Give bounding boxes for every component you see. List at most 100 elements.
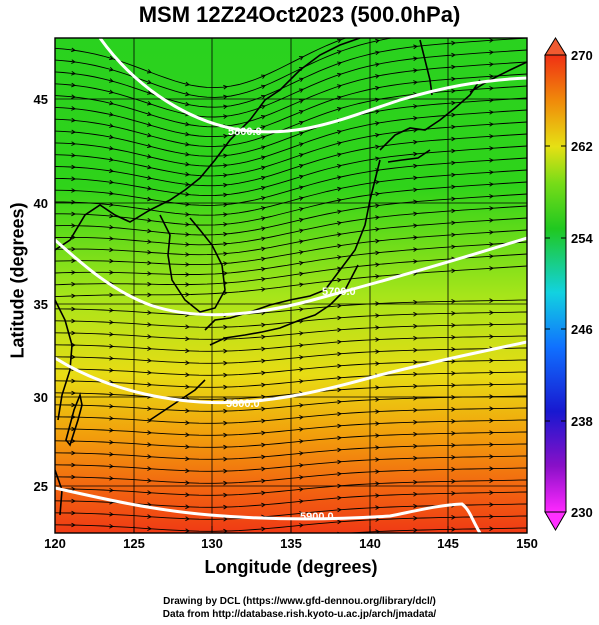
- streamline-arrowhead: [375, 179, 380, 185]
- streamline-arrowhead: [375, 250, 380, 256]
- streamline-arrowhead: [223, 173, 228, 178]
- contour-label-5800-north: 5800.0: [228, 126, 262, 138]
- streamline-arrowhead: [337, 209, 342, 215]
- streamline-arrowhead: [261, 406, 266, 412]
- streamline-arrowhead: [147, 239, 152, 244]
- streamline-arrowhead: [260, 206, 266, 211]
- streamline-arrowhead: [337, 423, 342, 429]
- streamline-arrowhead: [375, 191, 380, 197]
- streamline-arrowhead: [185, 141, 190, 147]
- streamline-arrowhead: [451, 455, 456, 460]
- streamline-arrowhead: [109, 236, 114, 241]
- streamline-arrowhead: [147, 90, 152, 95]
- streamline-arrowhead: [223, 143, 228, 149]
- streamline-arrowhead: [185, 408, 190, 414]
- streamline-arrowhead: [299, 523, 304, 528]
- streamline-arrowhead: [109, 392, 114, 397]
- streamline-arrowhead: [489, 526, 494, 531]
- streamline-arrowhead: [375, 409, 380, 414]
- streamline-arrowhead: [375, 168, 380, 173]
- streamline-arrowhead: [185, 541, 189, 545]
- streamline-arrowhead: [489, 146, 494, 151]
- streamline-arrowhead: [299, 250, 304, 255]
- contour-5800-south: [55, 340, 527, 405]
- streamline-arrowhead: [71, 535, 75, 539]
- streamline-arrowhead: [336, 38, 342, 44]
- streamline-arrowhead: [223, 372, 228, 378]
- streamline-arrowhead: [451, 383, 456, 388]
- streamline-arrowhead: [375, 313, 380, 318]
- colorbar-max-arrow: [544, 37, 567, 56]
- streamline-arrowhead: [185, 372, 190, 378]
- streamline-arrowhead: [185, 131, 190, 137]
- streamline-arrowhead: [109, 123, 114, 128]
- streamline-arrowhead: [71, 71, 76, 76]
- streamline-arrowhead: [261, 454, 266, 460]
- streamline: [55, 169, 527, 216]
- streamline-arrowhead: [299, 355, 304, 360]
- streamline-arrowhead: [185, 492, 190, 498]
- streamline-arrowhead: [451, 172, 456, 178]
- streamline-arrowhead: [71, 211, 76, 217]
- streamline-arrowhead: [109, 368, 114, 373]
- streamline-arrowhead: [298, 110, 304, 115]
- streamline-arrowhead: [451, 335, 456, 340]
- streamline-arrowhead: [299, 511, 304, 516]
- streamline-arrowhead: [185, 272, 190, 277]
- streamline-arrowhead: [223, 504, 228, 510]
- streamline-arrowhead: [489, 266, 494, 271]
- streamline-arrowhead: [451, 443, 456, 448]
- streamline-arrowhead: [336, 141, 342, 146]
- streamline-arrowhead: [413, 479, 418, 485]
- streamline-arrowhead: [109, 452, 114, 457]
- streamline-arrowhead: [337, 507, 342, 513]
- streamline-arrowhead: [413, 359, 418, 365]
- streamline-arrowhead: [185, 242, 190, 247]
- streamline-arrowhead: [299, 427, 304, 432]
- streamline-arrowhead: [146, 69, 152, 74]
- streamline-arrowhead: [298, 56, 304, 61]
- streamline-arrowhead: [147, 310, 152, 315]
- streamline-arrowhead: [223, 104, 228, 110]
- streamline-arrowhead: [299, 228, 304, 234]
- streamline-arrowhead: [71, 306, 76, 312]
- streamline-arrowhead: [451, 395, 456, 400]
- contour-label-5700: 5700.0: [322, 286, 356, 298]
- streamline-arrowhead: [489, 334, 494, 339]
- streamline-arrowhead: [223, 492, 228, 498]
- streamline-arrowhead: [337, 266, 342, 272]
- streamline-arrowhead: [147, 442, 152, 447]
- streamline-arrowhead: [71, 293, 76, 299]
- streamline-arrowhead: [185, 262, 190, 267]
- streamline-arrowhead: [451, 347, 456, 352]
- streamline-arrowhead: [337, 375, 342, 381]
- streamline-arrowhead: [109, 476, 114, 481]
- streamline-arrowhead: [375, 325, 380, 330]
- streamline-arrowhead: [413, 199, 418, 205]
- streamline-arrowhead: [223, 516, 228, 522]
- streamline-arrowhead: [451, 467, 456, 472]
- streamline-arrowhead: [223, 360, 228, 366]
- streamline-arrowhead: [375, 505, 380, 510]
- streamline-arrowhead: [71, 153, 76, 158]
- streamline-arrowhead: [261, 246, 266, 252]
- streamline-arrowhead: [413, 311, 418, 317]
- streamline-arrowhead: [451, 160, 456, 166]
- streamline-arrowhead: [261, 145, 266, 150]
- streamline-arrowhead: [375, 421, 380, 426]
- streamline-arrowhead: [451, 220, 456, 226]
- streamline-arrowhead: [185, 151, 190, 157]
- streamline: [55, 85, 527, 147]
- streamline-arrowhead: [337, 351, 342, 357]
- streamline-arrowhead: [260, 196, 266, 201]
- streamline-arrowhead: [260, 74, 266, 79]
- streamline-arrowhead: [337, 198, 342, 203]
- streamline-arrowhead: [147, 164, 152, 170]
- colorbar-label: 262: [571, 139, 593, 154]
- streamline-arrowhead: [336, 129, 342, 135]
- streamline-arrowhead: [223, 192, 228, 198]
- streamline-arrowhead: [337, 339, 342, 345]
- streamline-arrowhead: [223, 384, 228, 390]
- streamline-arrowhead: [147, 358, 152, 363]
- streamline: [55, 323, 527, 340]
